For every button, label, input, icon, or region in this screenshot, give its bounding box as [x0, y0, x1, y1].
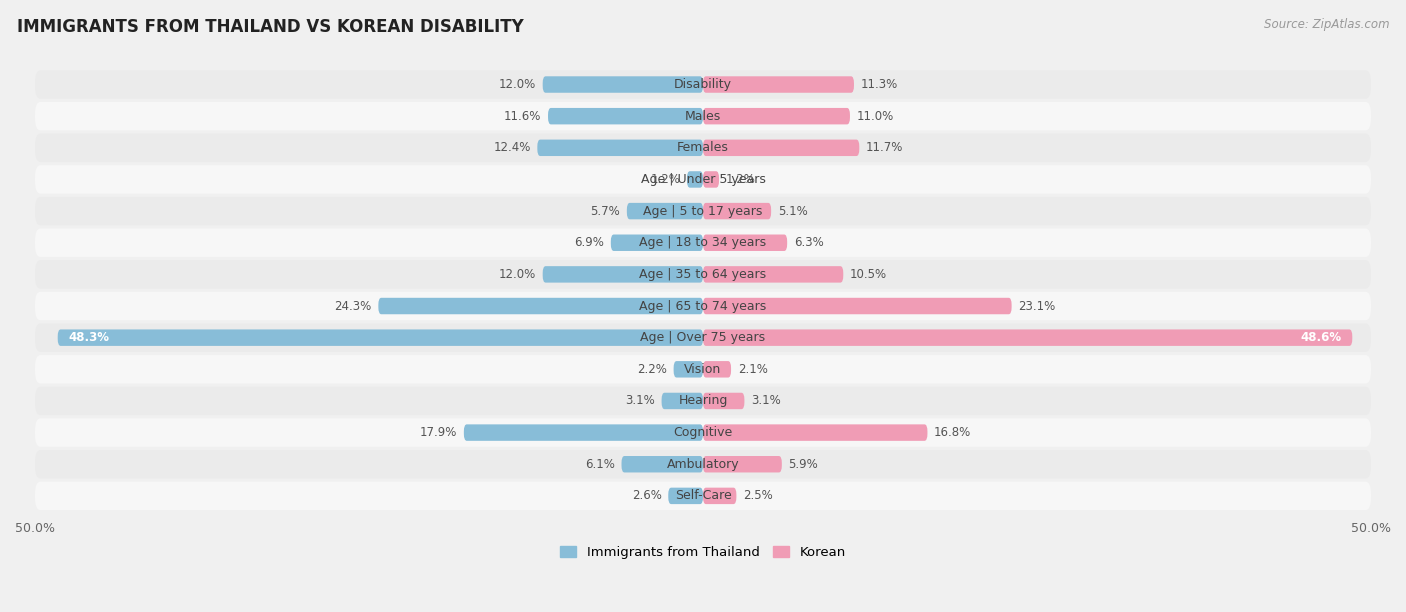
FancyBboxPatch shape — [543, 76, 703, 93]
FancyBboxPatch shape — [35, 450, 1371, 479]
FancyBboxPatch shape — [703, 171, 718, 188]
Text: Source: ZipAtlas.com: Source: ZipAtlas.com — [1264, 18, 1389, 31]
FancyBboxPatch shape — [703, 488, 737, 504]
FancyBboxPatch shape — [378, 298, 703, 314]
Text: 11.6%: 11.6% — [503, 110, 541, 122]
Text: 5.9%: 5.9% — [789, 458, 818, 471]
Text: 11.7%: 11.7% — [866, 141, 904, 154]
FancyBboxPatch shape — [662, 393, 703, 409]
FancyBboxPatch shape — [543, 266, 703, 283]
Text: Age | 65 to 74 years: Age | 65 to 74 years — [640, 299, 766, 313]
Text: IMMIGRANTS FROM THAILAND VS KOREAN DISABILITY: IMMIGRANTS FROM THAILAND VS KOREAN DISAB… — [17, 18, 523, 36]
Text: 11.3%: 11.3% — [860, 78, 898, 91]
FancyBboxPatch shape — [703, 298, 1011, 314]
Text: 11.0%: 11.0% — [856, 110, 894, 122]
Text: 23.1%: 23.1% — [1018, 299, 1056, 313]
FancyBboxPatch shape — [703, 203, 770, 219]
Text: 6.3%: 6.3% — [794, 236, 824, 249]
Text: 16.8%: 16.8% — [934, 426, 972, 439]
FancyBboxPatch shape — [621, 456, 703, 472]
FancyBboxPatch shape — [35, 70, 1371, 99]
FancyBboxPatch shape — [703, 266, 844, 283]
Text: 10.5%: 10.5% — [851, 268, 887, 281]
FancyBboxPatch shape — [703, 76, 853, 93]
Text: Age | Under 5 years: Age | Under 5 years — [641, 173, 765, 186]
FancyBboxPatch shape — [703, 424, 928, 441]
FancyBboxPatch shape — [703, 234, 787, 251]
Text: 48.3%: 48.3% — [69, 331, 110, 344]
FancyBboxPatch shape — [35, 260, 1371, 289]
FancyBboxPatch shape — [35, 133, 1371, 162]
FancyBboxPatch shape — [548, 108, 703, 124]
Text: 3.1%: 3.1% — [626, 395, 655, 408]
Text: 1.2%: 1.2% — [651, 173, 681, 186]
FancyBboxPatch shape — [703, 456, 782, 472]
FancyBboxPatch shape — [35, 419, 1371, 447]
Legend: Immigrants from Thailand, Korean: Immigrants from Thailand, Korean — [555, 540, 851, 564]
FancyBboxPatch shape — [688, 171, 703, 188]
Text: Self-Care: Self-Care — [675, 490, 731, 502]
Text: Males: Males — [685, 110, 721, 122]
FancyBboxPatch shape — [35, 387, 1371, 415]
FancyBboxPatch shape — [35, 355, 1371, 384]
Text: 12.0%: 12.0% — [499, 78, 536, 91]
Text: 5.7%: 5.7% — [591, 204, 620, 218]
FancyBboxPatch shape — [627, 203, 703, 219]
Text: Age | Over 75 years: Age | Over 75 years — [641, 331, 765, 344]
Text: Vision: Vision — [685, 363, 721, 376]
FancyBboxPatch shape — [703, 361, 731, 378]
Text: 2.5%: 2.5% — [744, 490, 773, 502]
FancyBboxPatch shape — [703, 140, 859, 156]
FancyBboxPatch shape — [703, 108, 851, 124]
Text: Age | 5 to 17 years: Age | 5 to 17 years — [644, 204, 762, 218]
FancyBboxPatch shape — [703, 329, 1353, 346]
FancyBboxPatch shape — [537, 140, 703, 156]
FancyBboxPatch shape — [464, 424, 703, 441]
Text: Cognitive: Cognitive — [673, 426, 733, 439]
Text: Age | 35 to 64 years: Age | 35 to 64 years — [640, 268, 766, 281]
Text: Females: Females — [678, 141, 728, 154]
Text: 17.9%: 17.9% — [420, 426, 457, 439]
Text: 2.1%: 2.1% — [738, 363, 768, 376]
Text: Ambulatory: Ambulatory — [666, 458, 740, 471]
FancyBboxPatch shape — [673, 361, 703, 378]
Text: 12.0%: 12.0% — [499, 268, 536, 281]
Text: 5.1%: 5.1% — [778, 204, 807, 218]
Text: 2.2%: 2.2% — [637, 363, 666, 376]
Text: Age | 18 to 34 years: Age | 18 to 34 years — [640, 236, 766, 249]
Text: 6.1%: 6.1% — [585, 458, 614, 471]
FancyBboxPatch shape — [35, 165, 1371, 193]
FancyBboxPatch shape — [610, 234, 703, 251]
Text: 48.6%: 48.6% — [1301, 331, 1341, 344]
FancyBboxPatch shape — [35, 228, 1371, 257]
Text: Hearing: Hearing — [678, 395, 728, 408]
FancyBboxPatch shape — [35, 323, 1371, 352]
FancyBboxPatch shape — [703, 393, 744, 409]
Text: 1.2%: 1.2% — [725, 173, 755, 186]
FancyBboxPatch shape — [35, 197, 1371, 225]
Text: 3.1%: 3.1% — [751, 395, 780, 408]
FancyBboxPatch shape — [35, 102, 1371, 130]
FancyBboxPatch shape — [35, 292, 1371, 320]
FancyBboxPatch shape — [35, 482, 1371, 510]
Text: 12.4%: 12.4% — [494, 141, 530, 154]
Text: 2.6%: 2.6% — [631, 490, 662, 502]
FancyBboxPatch shape — [668, 488, 703, 504]
Text: Disability: Disability — [673, 78, 733, 91]
FancyBboxPatch shape — [58, 329, 703, 346]
Text: 6.9%: 6.9% — [574, 236, 605, 249]
Text: 24.3%: 24.3% — [335, 299, 371, 313]
